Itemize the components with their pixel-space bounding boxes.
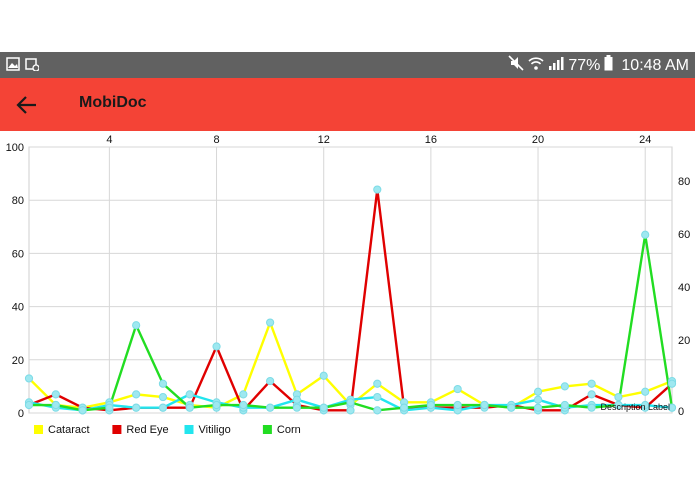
plot-area — [28, 146, 673, 414]
wifi-icon — [528, 55, 544, 76]
data-point — [24, 400, 34, 410]
y-left-tick-label: 0 — [18, 408, 24, 420]
legend-swatch — [262, 425, 272, 434]
data-point — [239, 400, 248, 410]
legend-label: Corn — [277, 424, 301, 436]
data-point — [292, 403, 302, 412]
data-point — [533, 387, 543, 396]
data-point — [212, 400, 221, 410]
signal-icon — [548, 55, 564, 76]
data-point — [132, 403, 141, 412]
data-point — [560, 400, 569, 410]
data-point — [158, 403, 168, 412]
data-point — [266, 403, 275, 412]
legend-label: Cataract — [48, 424, 90, 436]
y-right-tick-label: 80 — [678, 176, 690, 188]
data-point — [399, 403, 409, 412]
data-point — [507, 403, 516, 412]
data-point — [78, 406, 87, 415]
data-point — [641, 387, 650, 396]
data-point — [614, 392, 623, 402]
status-bar: 77% 10:48 AM — [0, 52, 695, 78]
data-point — [667, 403, 677, 412]
data-point — [587, 379, 596, 388]
x-tick-label: 4 — [106, 134, 112, 146]
legend-swatch — [184, 425, 194, 434]
data-point — [185, 403, 194, 412]
x-tick-label: 20 — [532, 134, 544, 146]
image-icon — [6, 57, 20, 76]
data-point — [51, 390, 60, 399]
data-point — [292, 395, 302, 404]
x-tick-label: 12 — [318, 134, 330, 146]
data-point — [185, 390, 194, 399]
x-tick-label: 24 — [639, 134, 651, 146]
data-point — [480, 400, 489, 410]
data-point — [667, 379, 677, 388]
data-point — [373, 392, 382, 402]
bottom-blank-area — [0, 443, 695, 494]
top-blank-area — [0, 0, 695, 52]
data-point — [533, 395, 543, 404]
data-point — [266, 376, 275, 386]
data-point — [641, 230, 650, 239]
data-point — [212, 342, 221, 351]
app-title: MobiDoc — [79, 94, 147, 111]
data-point — [560, 382, 569, 391]
data-point — [533, 403, 543, 412]
description-label: Description Label — [600, 402, 670, 412]
y-left-tick-label: 80 — [12, 195, 24, 207]
y-right-tick-label: 20 — [678, 335, 690, 347]
legend-swatch — [34, 425, 43, 434]
arrow-back-icon[interactable] — [14, 92, 40, 118]
data-point — [158, 392, 168, 402]
data-point — [426, 400, 435, 410]
y-right-tick-label: 0 — [678, 406, 684, 418]
data-point — [266, 318, 275, 327]
data-point — [614, 400, 623, 410]
y-left-tick-label: 100 — [6, 142, 24, 154]
battery-percent: 77% — [568, 56, 601, 74]
data-point — [132, 321, 141, 330]
data-point — [453, 400, 462, 410]
data-point — [373, 379, 382, 388]
data-point — [132, 390, 141, 399]
data-point — [346, 406, 355, 415]
battery-icon — [604, 55, 613, 76]
data-point — [105, 403, 114, 412]
data-point — [346, 398, 355, 407]
mute-icon — [508, 55, 524, 76]
data-point — [587, 390, 596, 399]
legend-label: Red Eye — [126, 424, 168, 436]
legend-swatch — [112, 425, 122, 434]
data-point — [373, 406, 382, 415]
y-left-tick-label: 60 — [12, 248, 24, 260]
data-point — [453, 384, 462, 394]
data-point — [373, 185, 382, 194]
y-right-tick-label: 40 — [678, 282, 690, 294]
data-point — [319, 371, 328, 380]
data-point — [641, 400, 650, 410]
line-chart[interactable]: 4 8 12 16 20 24 0 20 40 60 80 100 20 40 60 80 0 Descripti… — [0, 131, 695, 443]
y-left-tick-label: 40 — [12, 302, 24, 314]
data-point — [587, 403, 596, 412]
data-point — [239, 390, 248, 399]
y-left-tick-label: 20 — [12, 355, 24, 367]
data-point — [24, 374, 34, 383]
chart-svg: 4 8 12 16 20 24 0 20 40 60 80 100 20 40 60 80 0 Descripti… — [6, 134, 691, 436]
data-point — [158, 379, 168, 388]
calendar-sync-icon — [25, 57, 40, 76]
x-tick-label: 8 — [213, 134, 219, 146]
legend-label: Vitiligo — [199, 424, 231, 436]
clock: 10:48 AM — [621, 56, 689, 74]
data-point — [319, 403, 328, 412]
data-point — [51, 400, 60, 410]
x-tick-label: 16 — [425, 134, 437, 146]
app-bar: MobiDoc — [0, 78, 695, 131]
y-right-tick-label: 60 — [678, 229, 690, 241]
